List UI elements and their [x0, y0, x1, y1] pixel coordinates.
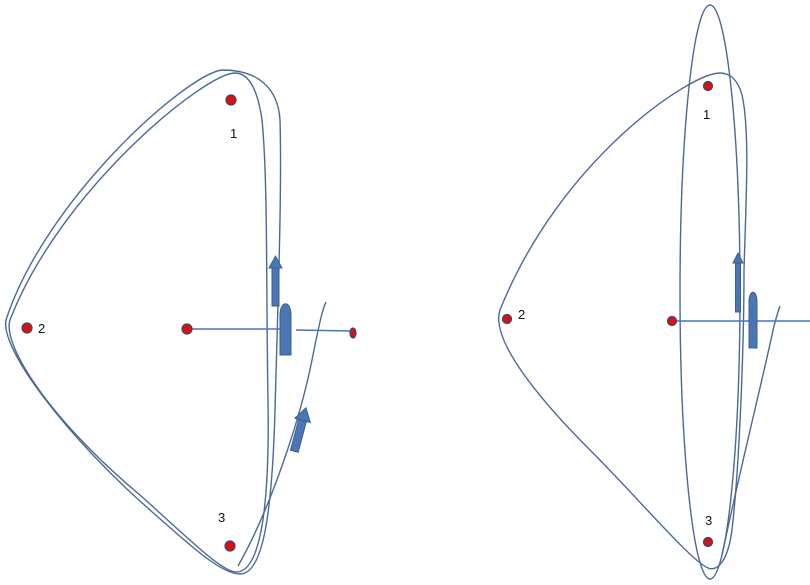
left-extension-line	[295, 329, 353, 332]
left-point-3-label: 3	[218, 510, 225, 525]
left-end-dot	[349, 327, 357, 339]
right-crossing-path-curve	[721, 305, 781, 556]
left-inner-path-curve	[8, 72, 269, 573]
left-diagonal-arrow	[289, 406, 312, 453]
left-point-1-label: 1	[230, 126, 237, 141]
left-outer-path-curve	[5, 69, 282, 575]
right-point-2-label: 2	[518, 307, 525, 322]
right-up-arrow	[732, 251, 744, 313]
left-point-2-label: 2	[38, 321, 45, 336]
right-point-3-label: 3	[705, 513, 712, 528]
right-center-dot	[666, 315, 678, 327]
left-up-arrow	[268, 254, 283, 307]
right-point-1-dot	[702, 80, 714, 92]
left-point-2-dot	[21, 322, 33, 334]
right-vane-shape	[748, 291, 758, 349]
left-panel: 1 2 3	[5, 69, 357, 575]
left-point-3-dot	[224, 540, 236, 552]
right-point-3-dot	[702, 536, 714, 548]
left-center-dot	[181, 323, 193, 335]
right-point-2-dot	[501, 313, 513, 325]
left-approach-path-curve	[237, 301, 327, 567]
right-ellipse-curve	[679, 4, 741, 580]
left-vane-shape	[279, 303, 292, 356]
right-panel: 1 2 3	[498, 4, 810, 580]
right-triangle-path-curve	[498, 72, 748, 570]
right-point-1-label: 1	[703, 107, 710, 122]
left-point-1-dot	[225, 94, 237, 106]
